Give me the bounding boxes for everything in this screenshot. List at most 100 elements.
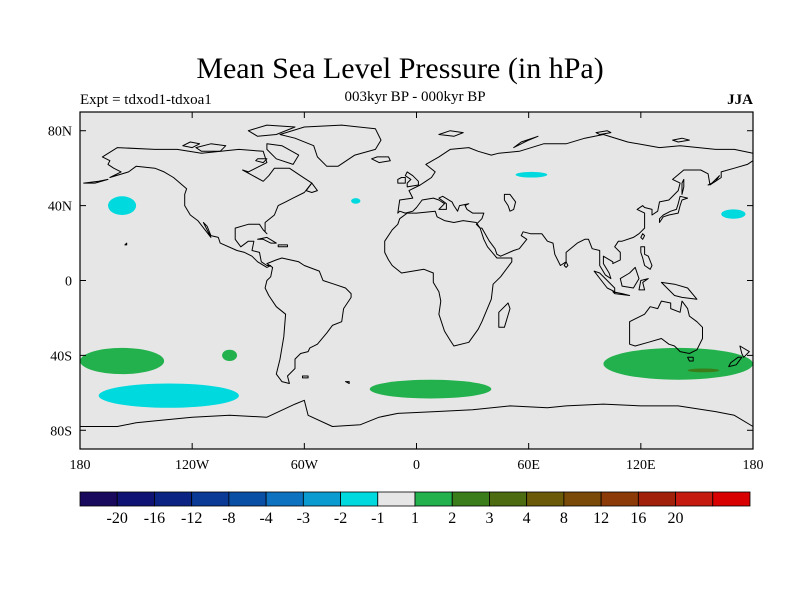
- coastline-south-america: [264, 257, 352, 384]
- colorbar-swatch: [191, 491, 230, 507]
- coastline-new-guinea: [660, 281, 698, 300]
- coastline-ireland: [397, 177, 406, 184]
- coastline-sumatra: [593, 270, 616, 293]
- coastline-borneo: [619, 266, 640, 289]
- anomaly-region: [108, 196, 137, 215]
- coastline-sulawesi: [638, 278, 649, 291]
- coastline-iceland: [371, 156, 391, 164]
- coastline-ellesmere: [247, 124, 296, 137]
- colorbar-swatch: [451, 491, 490, 507]
- coastline-madagascar: [498, 302, 511, 328]
- colorbar-label: -20: [107, 510, 128, 527]
- coastline-japan: [659, 195, 689, 223]
- colorbar-swatch: [600, 491, 639, 507]
- colorbar-label: 4: [523, 510, 531, 527]
- colorbar-label: -12: [181, 510, 202, 527]
- y-tick-label: 0: [65, 275, 72, 290]
- x-tick-label: 60E: [517, 458, 540, 473]
- coastline-greenland: [279, 124, 382, 167]
- coastline-banks-island: [182, 141, 201, 149]
- anomaly-region: [351, 198, 361, 204]
- coastline-falklands: [302, 375, 309, 379]
- colorbar-swatch: [637, 491, 676, 507]
- anomaly-region: [687, 368, 720, 373]
- coastline-hispaniola: [277, 244, 288, 248]
- coastline-severnaya-zemlya: [595, 130, 612, 135]
- coastline-philippines: [640, 246, 653, 270]
- coastline-cuba: [257, 236, 277, 244]
- colorbar-label: -16: [144, 510, 165, 527]
- y-tick-label: 40N: [48, 200, 72, 215]
- coastline-victoria-island: [195, 143, 227, 152]
- colorbar-swatch: [526, 491, 565, 507]
- colorbar-label: -3: [297, 510, 310, 527]
- coastline-kamchatka-tip: [707, 175, 720, 186]
- y-tick-label: 80N: [48, 125, 72, 140]
- colorbar: -20 -16 -12 -8 -4 -3 -2 -1 1 2 3 4 8 12 16 20: [79, 491, 751, 527]
- coastline-new-zealand-north: [739, 345, 750, 358]
- colorbar-label: 8: [560, 510, 568, 527]
- anomaly-region: [80, 347, 165, 375]
- coastline-baffin-island: [266, 143, 300, 165]
- coastline-africa: [384, 210, 513, 347]
- coastline-antarctica-edge: [79, 399, 754, 450]
- colorbar-swatch: [675, 491, 714, 507]
- coastlines: [79, 124, 754, 450]
- chart-subtitle: 003kyr BP - 000kyr BP: [344, 89, 486, 105]
- coastline-novaya-zemlya: [513, 135, 539, 149]
- colorbar-swatch: [489, 491, 528, 507]
- y-tick-label: 80S: [50, 424, 72, 439]
- x-tick-label: 180: [743, 458, 764, 473]
- coastline-arabian-peninsula-caspian: [503, 193, 517, 212]
- anomaly-region: [98, 383, 239, 408]
- colorbar-swatch: [265, 491, 304, 507]
- coastline-great-britain: [404, 171, 419, 188]
- coastline-hudson-bay-isl: [255, 158, 268, 164]
- anomaly-region: [515, 171, 548, 178]
- colorbar-swatch: [414, 491, 453, 507]
- x-tick-label: 0: [413, 458, 420, 473]
- anomaly-region: [222, 349, 238, 362]
- coastline-aleutians: [83, 178, 109, 184]
- colorbar-label: 16: [630, 510, 646, 527]
- coastline-hawaii: [124, 242, 128, 246]
- y-tick-label: 40S: [50, 349, 72, 364]
- coastline-java: [612, 291, 631, 296]
- x-tick-label: 180: [70, 458, 91, 473]
- anomaly-region: [369, 379, 492, 399]
- coastline-new-siberian-isl: [672, 137, 690, 143]
- coastline-new-zealand-south: [728, 356, 743, 368]
- colorbar-swatch: [302, 491, 341, 507]
- experiment-label: Expt = tdxod1-tdxoa1: [80, 92, 212, 108]
- colorbar-label: -4: [259, 510, 272, 527]
- colorbar-swatch: [340, 491, 379, 507]
- colorbar-swatch: [116, 491, 155, 507]
- colorbar-label: 12: [593, 510, 609, 527]
- coastline-south-georgia: [345, 381, 350, 384]
- anomaly-region: [603, 347, 753, 380]
- coastline-sri-lanka: [563, 261, 569, 268]
- colorbar-label: 3: [485, 510, 493, 527]
- coastline-australia: [629, 300, 703, 354]
- colorbar-swatch: [228, 491, 267, 507]
- coastline-newfoundland: [305, 182, 318, 193]
- coastline-tasmania: [687, 356, 694, 362]
- anomaly-fills: [80, 171, 753, 408]
- chart-title: Mean Sea Level Pressure (in hPa): [196, 52, 604, 85]
- colorbar-label: -2: [334, 510, 347, 527]
- colorbar-label: 20: [668, 510, 684, 527]
- x-tick-label: 120W: [175, 458, 210, 473]
- colorbar-swatch: [712, 491, 751, 507]
- axis-ticks: 180 120W 60W 0 60E 120E 180 80N 40N 0 40S 80S: [48, 112, 764, 473]
- x-tick-label: 60W: [291, 458, 319, 473]
- colorbar-swatch: [154, 491, 193, 507]
- colorbar-swatch: [563, 491, 602, 507]
- colorbar-label: -1: [371, 510, 384, 527]
- colorbar-swatch: [79, 491, 118, 507]
- coastline-taiwan: [640, 233, 646, 240]
- colorbar-swatch: [377, 491, 416, 507]
- coastline-north-america: [101, 147, 313, 268]
- coastline-svalbard: [438, 130, 464, 137]
- colorbar-label: 1: [411, 510, 419, 527]
